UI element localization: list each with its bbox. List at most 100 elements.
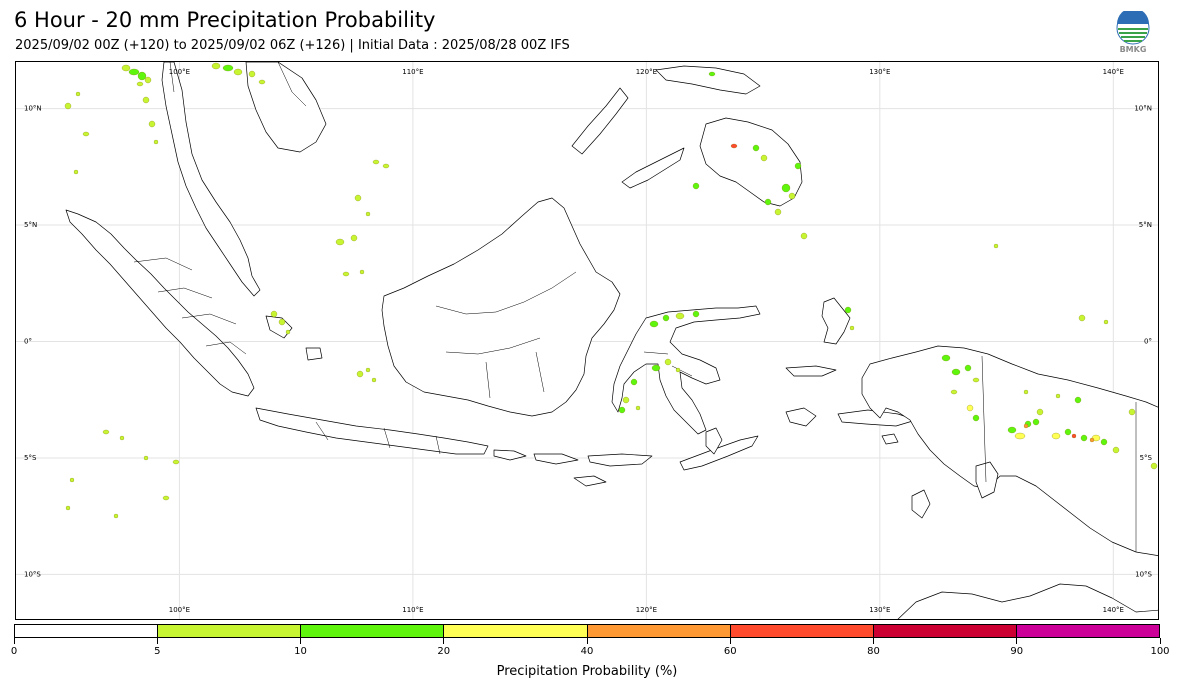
colorbar-tick [873,638,874,644]
lat-label-left: 0° [24,338,32,346]
precip-cell [248,70,256,78]
border-line [157,287,213,299]
precip-cell [781,183,791,193]
precip-cell [849,325,855,331]
precip-cell [142,96,150,104]
precip-cell [365,211,371,217]
precip-cell [1103,319,1109,325]
precip-cell [1051,432,1061,440]
precip-cell [285,329,291,335]
colorbar-tick-label: 80 [867,646,880,657]
land-flores [587,453,653,467]
precip-cell [162,495,170,501]
precip-cell [144,76,152,84]
precip-cell [618,406,626,414]
colorbar-tick [1016,638,1018,644]
colorbar-tick [156,638,158,644]
precip-cell [372,159,380,165]
map-panel: 100°E 100°E 110°E 110°E 120°E 120°E 130°E 130°E… [15,61,1159,620]
precip-cell [760,154,768,162]
precip-cell [128,68,140,76]
border-line [981,355,987,483]
coastlines [65,62,1158,619]
precip-cell [1078,314,1086,322]
lon-label-top: 120°E [636,68,657,76]
colorbar-tick-label: 90 [1010,646,1024,657]
land-palawan [571,87,629,155]
precip-cell [356,370,364,378]
precip-cell [1112,446,1120,454]
lon-label-top: 140°E [1103,68,1124,76]
precip-cell [664,358,672,366]
page-title: 6 Hour - 20 mm Precipitation Probability [14,8,436,32]
precip-cell [708,71,716,77]
precip-cell [649,320,659,328]
precip-cell [1080,434,1088,442]
lat-label-left: 5°N [24,221,37,229]
colorbar-bin [587,625,731,637]
precip-cell [662,314,670,322]
precip-cell [354,194,362,202]
precip-cell [65,505,71,511]
border-line [435,435,441,455]
colorbar-bin [1016,625,1159,637]
lon-label-top: 130°E [869,68,890,76]
lat-label-right: 5°S [1140,454,1153,462]
border-line [133,257,193,271]
precip-cell [651,364,661,372]
bmkg-logo: BMKG [1114,8,1152,57]
lon-label-bottom: 120°E [636,606,657,614]
precip-cell [113,513,119,519]
precip-cell [1023,389,1029,395]
precip-cell [972,377,980,383]
precip-cell [153,139,159,145]
precip-cell [233,68,243,76]
lon-label-bottom: 100°E [169,606,190,614]
colorbar-tick [1159,638,1161,644]
border-line [445,337,541,355]
precip-cell [730,143,738,149]
lat-label-left: 10°N [24,105,42,113]
land-new-guinea [861,345,1158,557]
precip-cell [966,404,974,412]
admin-borders [133,62,1137,552]
precip-cell [64,102,72,110]
land-sumatra [65,209,255,397]
precip-cell [1074,396,1082,404]
precip-cell [788,192,796,200]
precip-cell [82,131,90,137]
colorbar-bin [158,625,302,637]
border-line [535,351,545,393]
lon-label-top: 100°E [169,68,190,76]
colorbar-tick-label: 10 [294,646,307,657]
precip-cell [692,310,700,318]
land-australia-north [897,583,1158,619]
precip-cell [73,169,79,175]
precip-cell [172,459,180,465]
colorbar-tick-label: 0 [10,646,18,657]
logo-text: BMKG [1119,45,1147,54]
land-halmahera [821,297,851,345]
border-line [643,351,669,355]
precip-cell [102,429,110,435]
land-mindanao [699,117,803,207]
precip-cell [692,182,700,190]
precip-cell [148,120,156,128]
precip-cell [675,367,681,373]
precip-cell [1150,462,1158,470]
colorbar-tick [443,638,445,644]
border-line [169,62,175,93]
border-line [315,421,329,441]
precip-cell [950,389,958,395]
precip-cell [1100,438,1108,446]
globe-icon [1116,8,1150,45]
precip-cell [1064,428,1072,436]
precip-cell [752,144,760,152]
land-buru [785,407,817,427]
colorbar-bin [15,625,159,637]
land-sumba [573,475,607,487]
precip-cell [1023,423,1029,429]
precipitation-cells [64,62,1158,519]
precip-cell [1014,432,1026,440]
precip-cell [359,269,365,275]
